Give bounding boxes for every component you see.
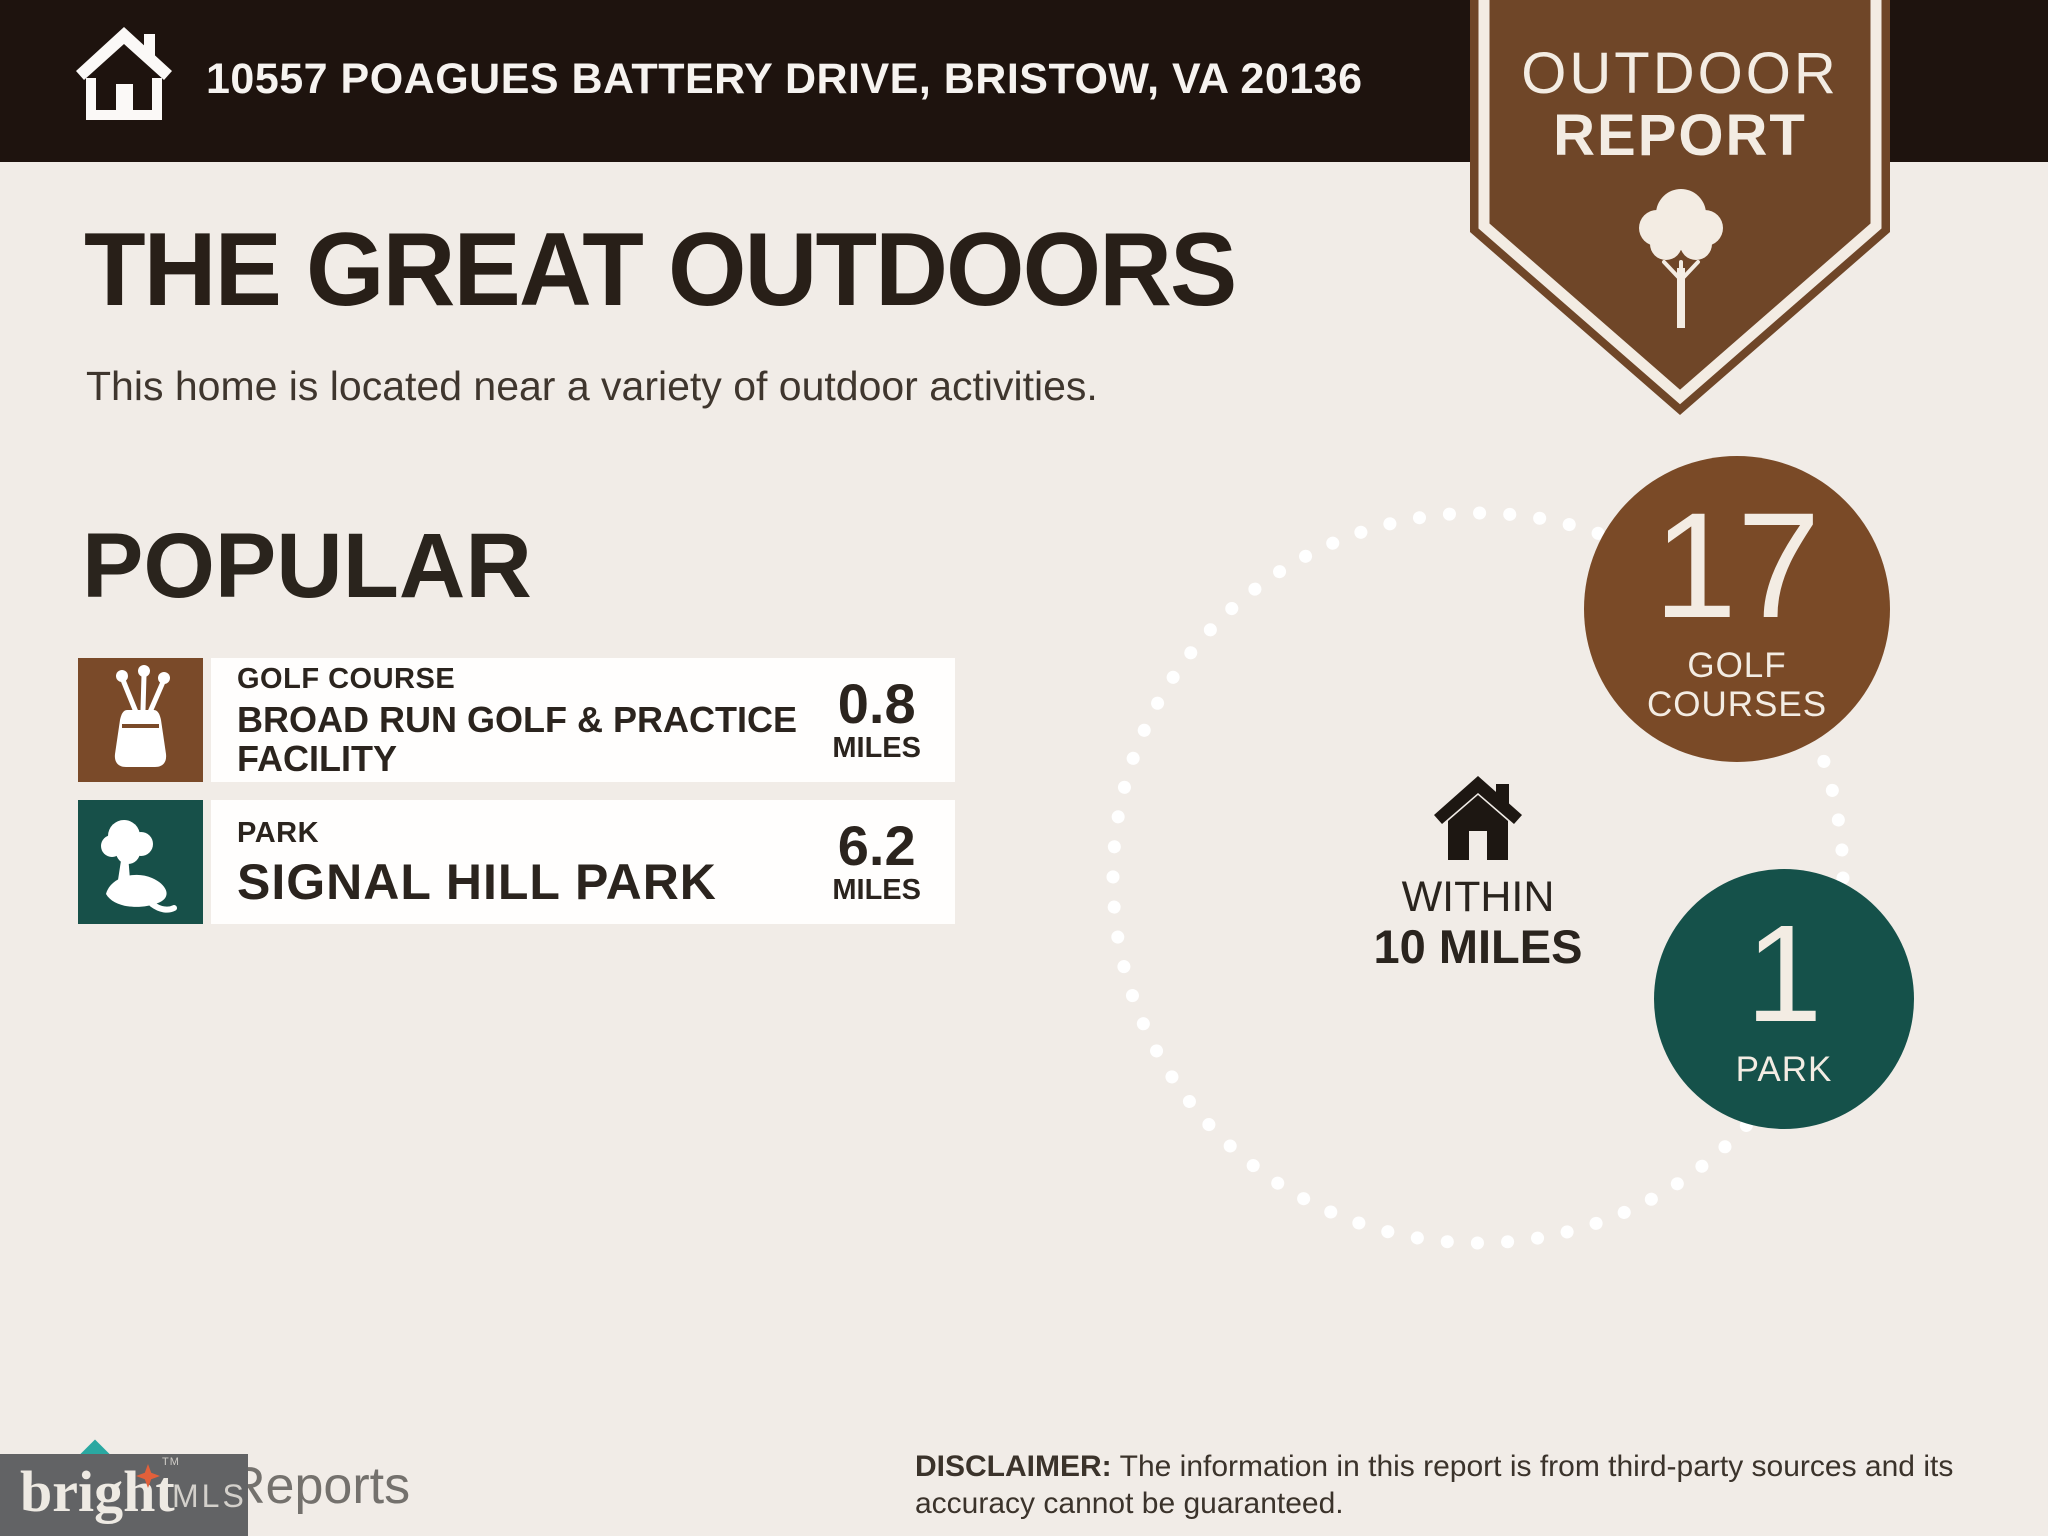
golf-card: GOLF COURSE BROAD RUN GOLF & PRACTICE FA… <box>211 658 955 782</box>
list-item-golf-course: GOLF COURSE BROAD RUN GOLF & PRACTICE FA… <box>78 658 958 782</box>
popular-heading: POPULAR <box>82 515 532 617</box>
list-item-park: PARK SIGNAL HILL PARK 6.2 MILES <box>78 800 958 924</box>
distance-unit: MILES <box>832 732 921 764</box>
page-subtitle: This home is located near a variety of o… <box>86 363 1098 409</box>
radius-label-line2: 10 MILES <box>1373 920 1583 973</box>
stat-label: GOLF COURSES <box>1646 646 1828 725</box>
radius-label-line1: WITHIN <box>1401 873 1555 921</box>
trademark-symbol: TM <box>162 1456 180 1468</box>
reports-watermark-text: Reports <box>228 1457 411 1515</box>
park-tile <box>78 800 203 924</box>
category-label: GOLF COURSE <box>237 662 456 695</box>
golf-bag-icon <box>114 665 170 767</box>
distance-value: 6.2 <box>837 814 916 877</box>
page-title: THE GREAT OUTDOORS <box>84 212 1237 328</box>
distance-value: 0.8 <box>837 672 916 735</box>
golf-tile <box>78 658 203 782</box>
dotted-radius-circle <box>1106 506 1850 1250</box>
tree-icon <box>1639 189 1723 328</box>
popular-list: GOLF COURSE BROAD RUN GOLF & PRACTICE FA… <box>78 658 958 942</box>
stat-label: PARK <box>1735 1050 1833 1090</box>
home-outline-icon <box>76 27 172 120</box>
disclaimer-label: DISCLAIMER: <box>915 1450 1112 1483</box>
category-label: PARK <box>237 816 320 849</box>
park-tree-icon <box>101 820 177 913</box>
disclaimer: DISCLAIMER: The information in this repor… <box>915 1448 1995 1522</box>
stat-value: 17 <box>1653 480 1821 649</box>
radius-badge: WITHIN 10 MILES <box>1337 774 1619 973</box>
stat-value: 1 <box>1745 896 1823 1051</box>
stat-golf-courses: 17 GOLF COURSES <box>1584 456 1890 762</box>
distance-block: 6.2 MILES <box>832 814 955 907</box>
stat-parks: 1 PARK <box>1654 869 1914 1129</box>
mls-wordmark: MLS <box>172 1478 247 1514</box>
place-name: BROAD RUN GOLF & PRACTICE FACILITY <box>237 698 797 779</box>
banner-title-line1: OUTDOOR <box>1521 41 1839 106</box>
banner-title-line2: REPORT <box>1553 103 1807 168</box>
disclaimer-text: The information in this report is from t… <box>915 1450 1954 1520</box>
distance-unit: MILES <box>832 874 921 906</box>
place-name: SIGNAL HILL PARK <box>237 853 717 910</box>
park-card: PARK SIGNAL HILL PARK 6.2 MILES <box>211 800 955 924</box>
house-icon <box>1434 776 1522 860</box>
sparkle-star-icon <box>136 1464 160 1488</box>
distance-block: 0.8 MILES <box>832 672 955 765</box>
property-address: 10557 POAGUES BATTERY DRIVE, BRISTOW, VA… <box>206 55 1363 103</box>
bright-mls-logo: bright TM MLS <box>0 1454 248 1536</box>
